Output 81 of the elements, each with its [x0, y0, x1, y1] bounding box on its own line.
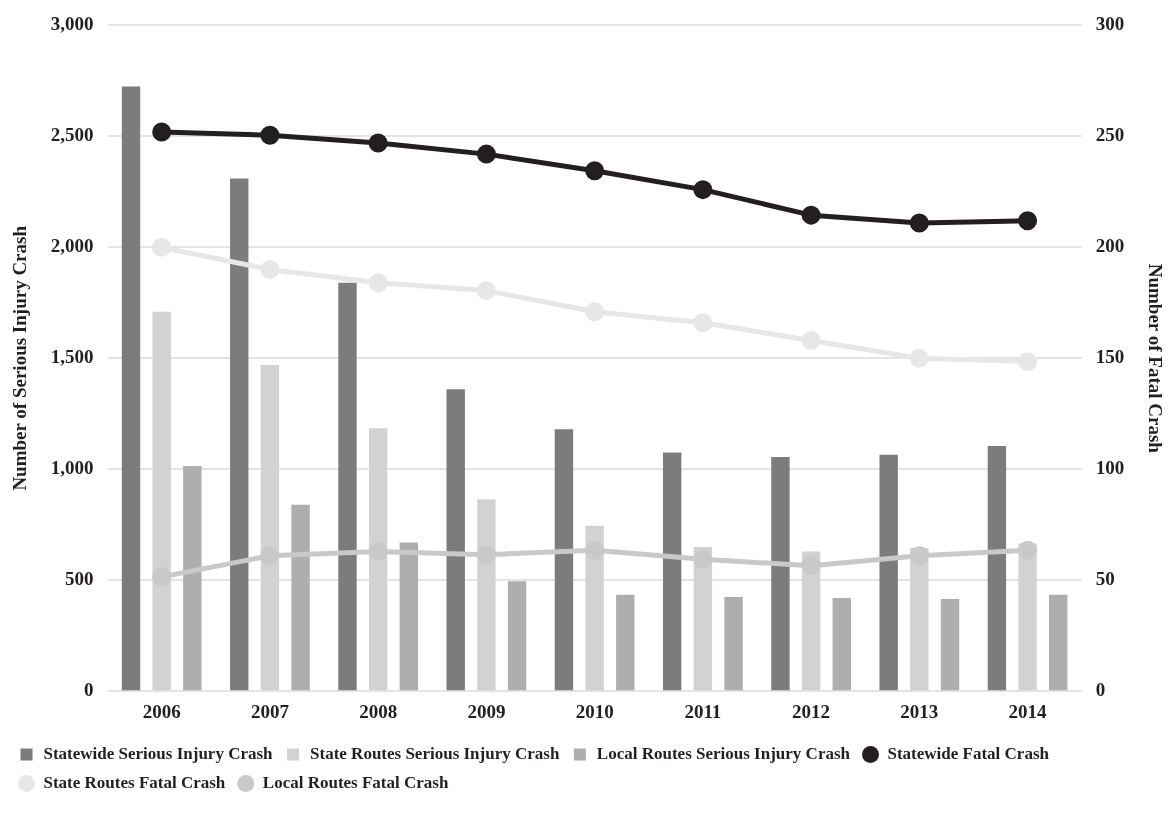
point — [801, 205, 821, 225]
legend-label: State Routes Fatal Crash — [43, 772, 226, 792]
point — [368, 273, 388, 293]
point — [801, 556, 821, 576]
bar — [771, 457, 790, 691]
bar — [338, 282, 357, 691]
point — [476, 144, 496, 164]
x-tick-label: 2008 — [359, 700, 398, 722]
legend-label: Local Routes Serious Injury Crash — [596, 743, 851, 763]
y2-axis-title: Number of Fatal Crash — [1144, 263, 1166, 454]
bar — [724, 596, 743, 691]
point — [152, 237, 172, 257]
y-tick-label: 0 — [84, 679, 94, 701]
bar — [693, 546, 713, 691]
bar — [832, 597, 851, 691]
point — [260, 260, 280, 280]
point — [476, 281, 496, 301]
point — [693, 313, 713, 333]
y-tick-label: 1,000 — [50, 457, 94, 479]
y2-tick-label: 150 — [1095, 346, 1125, 368]
bar — [1018, 543, 1037, 691]
point — [585, 302, 605, 322]
point — [260, 125, 280, 145]
y2-tick-label: 50 — [1095, 568, 1115, 590]
bar — [368, 428, 388, 691]
bar — [554, 429, 574, 691]
point — [368, 541, 388, 561]
y2-tick-label: 0 — [1095, 679, 1106, 701]
legend-label: State Routes Serious Injury Crash — [310, 743, 560, 763]
y2-tick-label: 200 — [1095, 235, 1125, 257]
point — [1018, 352, 1038, 372]
x-tick-label: 2010 — [575, 700, 614, 722]
point — [693, 180, 713, 200]
y-axis-title: Number of Serious Injury Crash — [9, 225, 31, 491]
y2-tick-label: 300 — [1095, 13, 1125, 35]
point — [476, 545, 496, 565]
bar — [940, 599, 960, 691]
bar — [987, 445, 1007, 691]
point — [909, 213, 929, 233]
bar — [230, 178, 249, 691]
y-tick-label: 2,000 — [50, 235, 94, 257]
point — [909, 348, 929, 368]
bar — [507, 581, 527, 691]
legend-label: Local Routes Fatal Crash — [262, 772, 449, 792]
x-tick-label: 2012 — [792, 700, 831, 722]
point — [1018, 211, 1038, 231]
y2-tick-label: 100 — [1095, 457, 1125, 479]
point — [585, 161, 605, 181]
bar — [291, 504, 310, 691]
x-tick-label: 2007 — [250, 700, 290, 722]
y-tick-label: 500 — [65, 568, 94, 590]
legend-label: Statewide Fatal Crash — [887, 743, 1050, 763]
bar — [1049, 594, 1068, 691]
x-tick-label: 2014 — [1008, 700, 1048, 722]
bar — [879, 454, 898, 691]
point — [1018, 540, 1038, 560]
point — [152, 567, 172, 587]
bar — [616, 594, 635, 691]
y2-tick-label: 250 — [1095, 124, 1125, 146]
bar — [121, 86, 141, 691]
legend-label: Statewide Serious Injury Crash — [43, 743, 274, 763]
point — [801, 331, 821, 351]
bar — [260, 364, 280, 691]
x-tick-label: 2009 — [467, 700, 506, 722]
y-tick-label: 3,000 — [50, 13, 94, 35]
bar — [663, 452, 682, 691]
point — [585, 540, 605, 560]
point — [152, 122, 172, 142]
x-tick-label: 2006 — [142, 700, 181, 722]
bar — [183, 465, 202, 691]
x-tick-label: 2013 — [900, 700, 939, 722]
y-tick-label: 1,500 — [50, 346, 94, 368]
bar — [801, 551, 821, 691]
point — [693, 549, 713, 569]
point — [260, 546, 280, 566]
point — [909, 546, 929, 566]
y-tick-label: 2,500 — [50, 124, 94, 146]
bar — [446, 389, 465, 691]
point — [368, 133, 388, 153]
x-tick-label: 2011 — [684, 700, 722, 722]
bar — [399, 542, 419, 691]
